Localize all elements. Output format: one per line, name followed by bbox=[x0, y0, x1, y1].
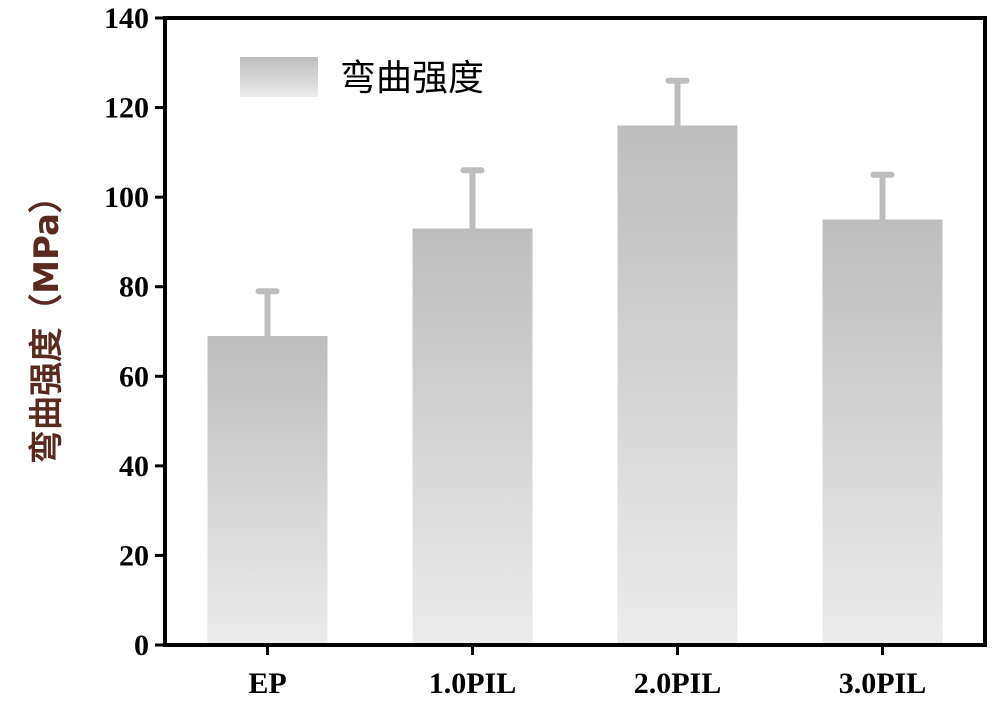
y-tick-label: 80 bbox=[119, 271, 149, 304]
y-tick-label: 140 bbox=[104, 2, 149, 35]
bar bbox=[412, 228, 533, 645]
x-tick-label: 3.0PIL bbox=[839, 667, 927, 700]
legend-label: 弯曲强度 bbox=[340, 58, 484, 99]
x-axis: EP 1.0PIL 2.0PIL 3.0PIL bbox=[248, 645, 926, 700]
bars-layer bbox=[207, 125, 943, 646]
error-bars-layer bbox=[255, 77, 895, 336]
y-tick-label: 0 bbox=[134, 629, 149, 662]
y-tick-label: 120 bbox=[104, 92, 149, 125]
bar bbox=[617, 125, 738, 645]
bar bbox=[822, 219, 943, 646]
y-tick-label: 20 bbox=[119, 539, 149, 572]
y-tick-label: 60 bbox=[119, 360, 149, 393]
legend-swatch bbox=[240, 57, 318, 97]
y-axis: 0 20 40 60 80 100 120 140 bbox=[104, 2, 165, 662]
plot-frame bbox=[163, 16, 987, 647]
y-tick-label: 100 bbox=[104, 181, 149, 214]
y-axis-label: 弯曲强度（MPa） bbox=[27, 179, 67, 464]
x-tick-label: 2.0PIL bbox=[634, 667, 722, 700]
bar bbox=[207, 335, 328, 645]
x-tick-label: 1.0PIL bbox=[429, 667, 517, 700]
y-tick-label: 40 bbox=[119, 450, 149, 483]
legend: 弯曲强度 bbox=[240, 57, 484, 99]
x-tick-label: EP bbox=[248, 667, 286, 700]
